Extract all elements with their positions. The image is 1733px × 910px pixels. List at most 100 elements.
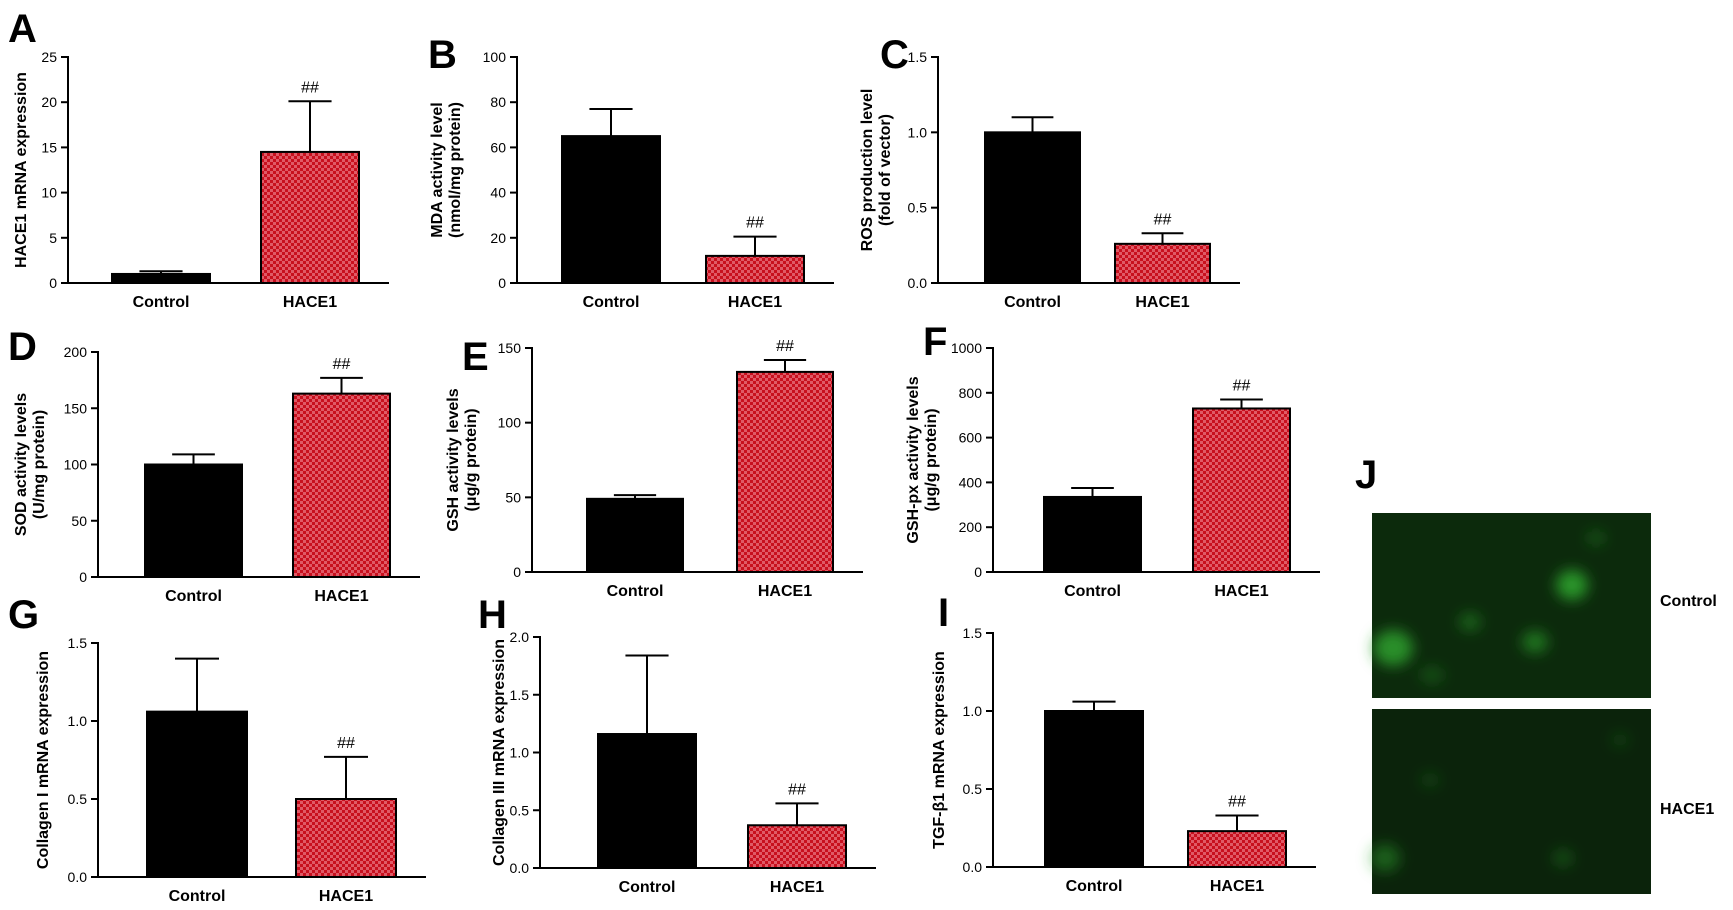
bar-i-hace1 <box>1187 830 1287 868</box>
category-label-d: Control <box>165 588 222 605</box>
y-tick-label-g: 1.5 <box>68 635 88 651</box>
micrograph-control-spots <box>1373 531 1605 683</box>
y-tick-label-h: 0.0 <box>510 860 530 876</box>
category-label-g: HACE1 <box>319 888 373 905</box>
bar-a-control <box>111 272 211 284</box>
y-tick-label-e: 0 <box>513 564 521 580</box>
significance-label-a: ## <box>301 79 319 96</box>
y-tick-label-i: 0.5 <box>963 781 983 797</box>
y-tick-label-d: 100 <box>64 457 88 473</box>
y-tick-label-b: 20 <box>490 230 506 246</box>
significance-label-f: ## <box>1233 378 1251 395</box>
y-axis-label-d: SOD activity levels(U/mg protein) <box>13 393 48 536</box>
significance-label-i: ## <box>1228 794 1246 811</box>
category-label-c: Control <box>1004 294 1061 311</box>
y-tick-label-f: 0 <box>974 564 982 580</box>
y-axis-label-a: HACE1 mRNA expression <box>13 72 30 268</box>
bar-g-hace1 <box>295 798 397 878</box>
y-tick-label-d: 150 <box>64 400 88 416</box>
category-label-h: HACE1 <box>770 879 824 896</box>
category-label-a: Control <box>133 294 190 311</box>
y-axis-label-e: GSH activity levels(μg/g protein) <box>445 388 480 531</box>
y-tick-label-d: 0 <box>79 569 87 585</box>
y-tick-label-a: 25 <box>41 49 57 65</box>
bar-a-hace1 <box>260 150 360 284</box>
y-axis-label-c: ROS production level(fold of vector) <box>859 89 894 252</box>
panel-letter-g: G <box>8 593 39 637</box>
y-tick-label-d: 50 <box>71 513 87 529</box>
bar-g-control <box>146 710 248 879</box>
y-tick-label-e: 150 <box>498 340 522 356</box>
panel-letter-c: C <box>880 33 909 77</box>
y-tick-label-i: 1.0 <box>963 703 983 719</box>
y-axis-label-h: Collagen III mRNA expression <box>491 639 508 866</box>
y-tick-label-h: 1.5 <box>510 687 530 703</box>
chart-panel-g: G 0.0 0.5 1.0 1.5 Collagen I mRNA expression C… <box>8 593 426 905</box>
panel-letter-d: D <box>8 325 37 369</box>
panel-letter-i: I <box>938 591 949 635</box>
y-tick-label-a: 10 <box>41 185 57 201</box>
chart-panel-c: C 0.0 0.5 1.0 1.5 ROS production level(fold o… <box>859 33 1240 311</box>
y-tick-label-g: 0.5 <box>68 791 88 807</box>
micrograph-control-label: Control <box>1660 593 1717 610</box>
category-label-f: HACE1 <box>1214 583 1268 600</box>
y-tick-label-a: 5 <box>49 230 57 246</box>
significance-label-b: ## <box>746 215 764 232</box>
micrograph-panel-j: J Control HACE1 <box>1355 453 1717 894</box>
y-tick-label-i: 1.5 <box>963 625 983 641</box>
category-label-a: HACE1 <box>283 294 337 311</box>
y-tick-label-b: 60 <box>490 139 506 155</box>
y-tick-label-d: 200 <box>64 344 88 360</box>
bar-h-hace1 <box>747 824 847 870</box>
y-tick-label-i: 0.0 <box>963 859 983 875</box>
category-label-h: Control <box>619 879 676 896</box>
bar-c-control <box>984 131 1081 284</box>
bar-d-hace1 <box>292 392 391 578</box>
micrograph-hace1-label: HACE1 <box>1660 801 1714 818</box>
y-tick-label-a: 20 <box>41 94 57 110</box>
micrograph-hace1-spots <box>1370 733 1629 872</box>
y-tick-label-b: 100 <box>483 49 507 65</box>
panel-letter-h: H <box>478 593 507 637</box>
y-tick-label-f: 400 <box>959 474 983 490</box>
y-tick-label-a: 15 <box>41 139 57 155</box>
significance-label-g: ## <box>337 735 355 752</box>
bar-e-control <box>586 497 684 573</box>
bar-b-hace1 <box>705 254 805 285</box>
micrograph-control <box>1372 513 1651 698</box>
y-tick-label-f: 600 <box>959 430 983 446</box>
chart-panel-a: A 0 5 10 15 20 25 HACE1 mRNA expression Control #… <box>8 7 389 311</box>
y-tick-label-h: 0.5 <box>510 802 530 818</box>
y-axis-label-i: TGF-β1 mRNA expression <box>931 651 948 849</box>
y-tick-label-c: 1.5 <box>908 49 928 65</box>
category-label-b: Control <box>583 294 640 311</box>
y-axis-label-g: Collagen I mRNA expression <box>35 651 52 869</box>
bar-h-control <box>597 733 697 870</box>
category-label-b: HACE1 <box>728 294 782 311</box>
chart-panel-b: B 0 20 40 60 80 100 MDA activity level(nmol/mg … <box>428 33 834 311</box>
micrograph-hace1 <box>1372 709 1651 894</box>
significance-label-d: ## <box>333 356 351 373</box>
panel-letter-e: E <box>462 335 489 379</box>
chart-panel-i: I 0.0 0.5 1.0 1.5 TGF-β1 mRNA expression Contr… <box>931 591 1316 895</box>
y-tick-label-h: 2.0 <box>510 629 530 645</box>
category-label-e: Control <box>607 583 664 600</box>
panel-letter-a: A <box>8 7 37 51</box>
bar-f-control <box>1043 495 1142 573</box>
y-axis-label-b: MDA activity level(nmol/mg protein) <box>429 102 464 238</box>
panel-letter-f: F <box>923 320 947 364</box>
category-label-i: Control <box>1066 878 1123 895</box>
chart-panel-d: D 0 50 100 150 200 SOD activity levels(U/mg pr… <box>8 325 420 605</box>
significance-label-h: ## <box>788 781 806 798</box>
y-axis-label-f: GSH-px activity levels(μg/g protein) <box>905 376 940 543</box>
significance-label-c: ## <box>1154 211 1172 228</box>
category-label-g: Control <box>169 888 226 905</box>
y-tick-label-h: 1.0 <box>510 745 530 761</box>
y-tick-label-c: 0.0 <box>908 275 928 291</box>
chart-panel-e: E 0 50 100 150 GSH activity levels(μg/g prote… <box>445 335 863 600</box>
category-label-d: HACE1 <box>314 588 368 605</box>
y-tick-label-b: 80 <box>490 94 506 110</box>
bar-b-control <box>561 135 661 284</box>
